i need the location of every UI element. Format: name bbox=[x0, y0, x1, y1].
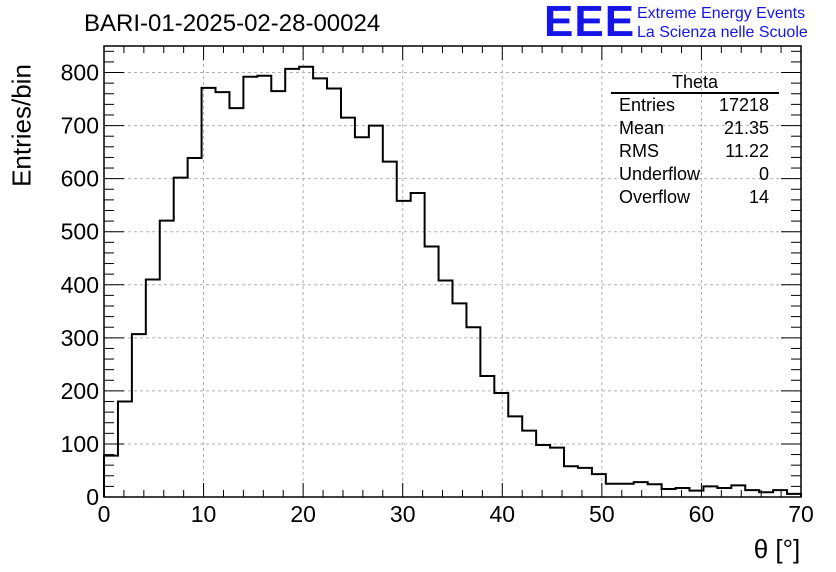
stats-label: Overflow bbox=[619, 187, 691, 207]
y-tick-label: 200 bbox=[61, 378, 99, 404]
y-tick-label: 500 bbox=[61, 219, 99, 245]
x-tick-label: 20 bbox=[290, 501, 316, 527]
stats-label: Mean bbox=[619, 118, 665, 138]
histogram-outline bbox=[103, 65, 802, 497]
stats-value: 0 bbox=[758, 164, 769, 184]
x-tick-label: 60 bbox=[689, 501, 715, 527]
stats-row: Mean 21.35 bbox=[611, 117, 779, 140]
y-tick-label: 300 bbox=[61, 325, 99, 351]
stats-box: Theta Entries 17218 Mean 21.35 RMS 11.22 Under… bbox=[611, 72, 779, 209]
stats-value: 21.35 bbox=[723, 118, 769, 138]
stats-row: Entries 17218 bbox=[611, 94, 779, 117]
logo-caption-line1: Extreme Energy Events bbox=[637, 5, 806, 22]
stats-value: 11.22 bbox=[725, 141, 769, 161]
stats-title: Theta bbox=[611, 72, 779, 94]
y-tick-label: 800 bbox=[61, 60, 99, 86]
stats-label: Entries bbox=[619, 95, 676, 115]
y-tick-label: 100 bbox=[61, 431, 99, 457]
plot-frame bbox=[103, 45, 802, 498]
x-tick-label: 50 bbox=[589, 501, 615, 527]
y-tick-label: 600 bbox=[61, 166, 99, 192]
y-tick-label: 700 bbox=[61, 113, 99, 139]
y-tick-label: 0 bbox=[86, 484, 99, 510]
logo-caption-line2: La Scienza nelle Scuole bbox=[637, 24, 808, 41]
stats-row: Underflow 0 bbox=[611, 163, 779, 186]
chart-title: BARI-01-2025-02-28-00024 bbox=[84, 10, 381, 37]
x-tick-label: 70 bbox=[788, 501, 814, 527]
logo-caption: Extreme Energy Events La Scienza nelle S… bbox=[637, 4, 808, 42]
eee-logo: EEE bbox=[544, 0, 636, 46]
stats-row: RMS 11.22 bbox=[611, 140, 779, 163]
x-tick-label: 30 bbox=[390, 501, 416, 527]
stats-value: 17218 bbox=[718, 95, 769, 115]
x-tick-label: 40 bbox=[489, 501, 515, 527]
x-tick-label: 0 bbox=[98, 501, 111, 527]
stats-row: Overflow 14 bbox=[611, 186, 779, 209]
stats-label: RMS bbox=[619, 141, 659, 161]
x-tick-label: 10 bbox=[191, 501, 217, 527]
stats-label: Underflow bbox=[619, 164, 701, 184]
x-axis-label: θ [°] bbox=[754, 534, 801, 564]
stats-value: 14 bbox=[748, 187, 769, 207]
y-tick-label: 400 bbox=[61, 272, 99, 298]
axis-ticks bbox=[103, 46, 802, 498]
